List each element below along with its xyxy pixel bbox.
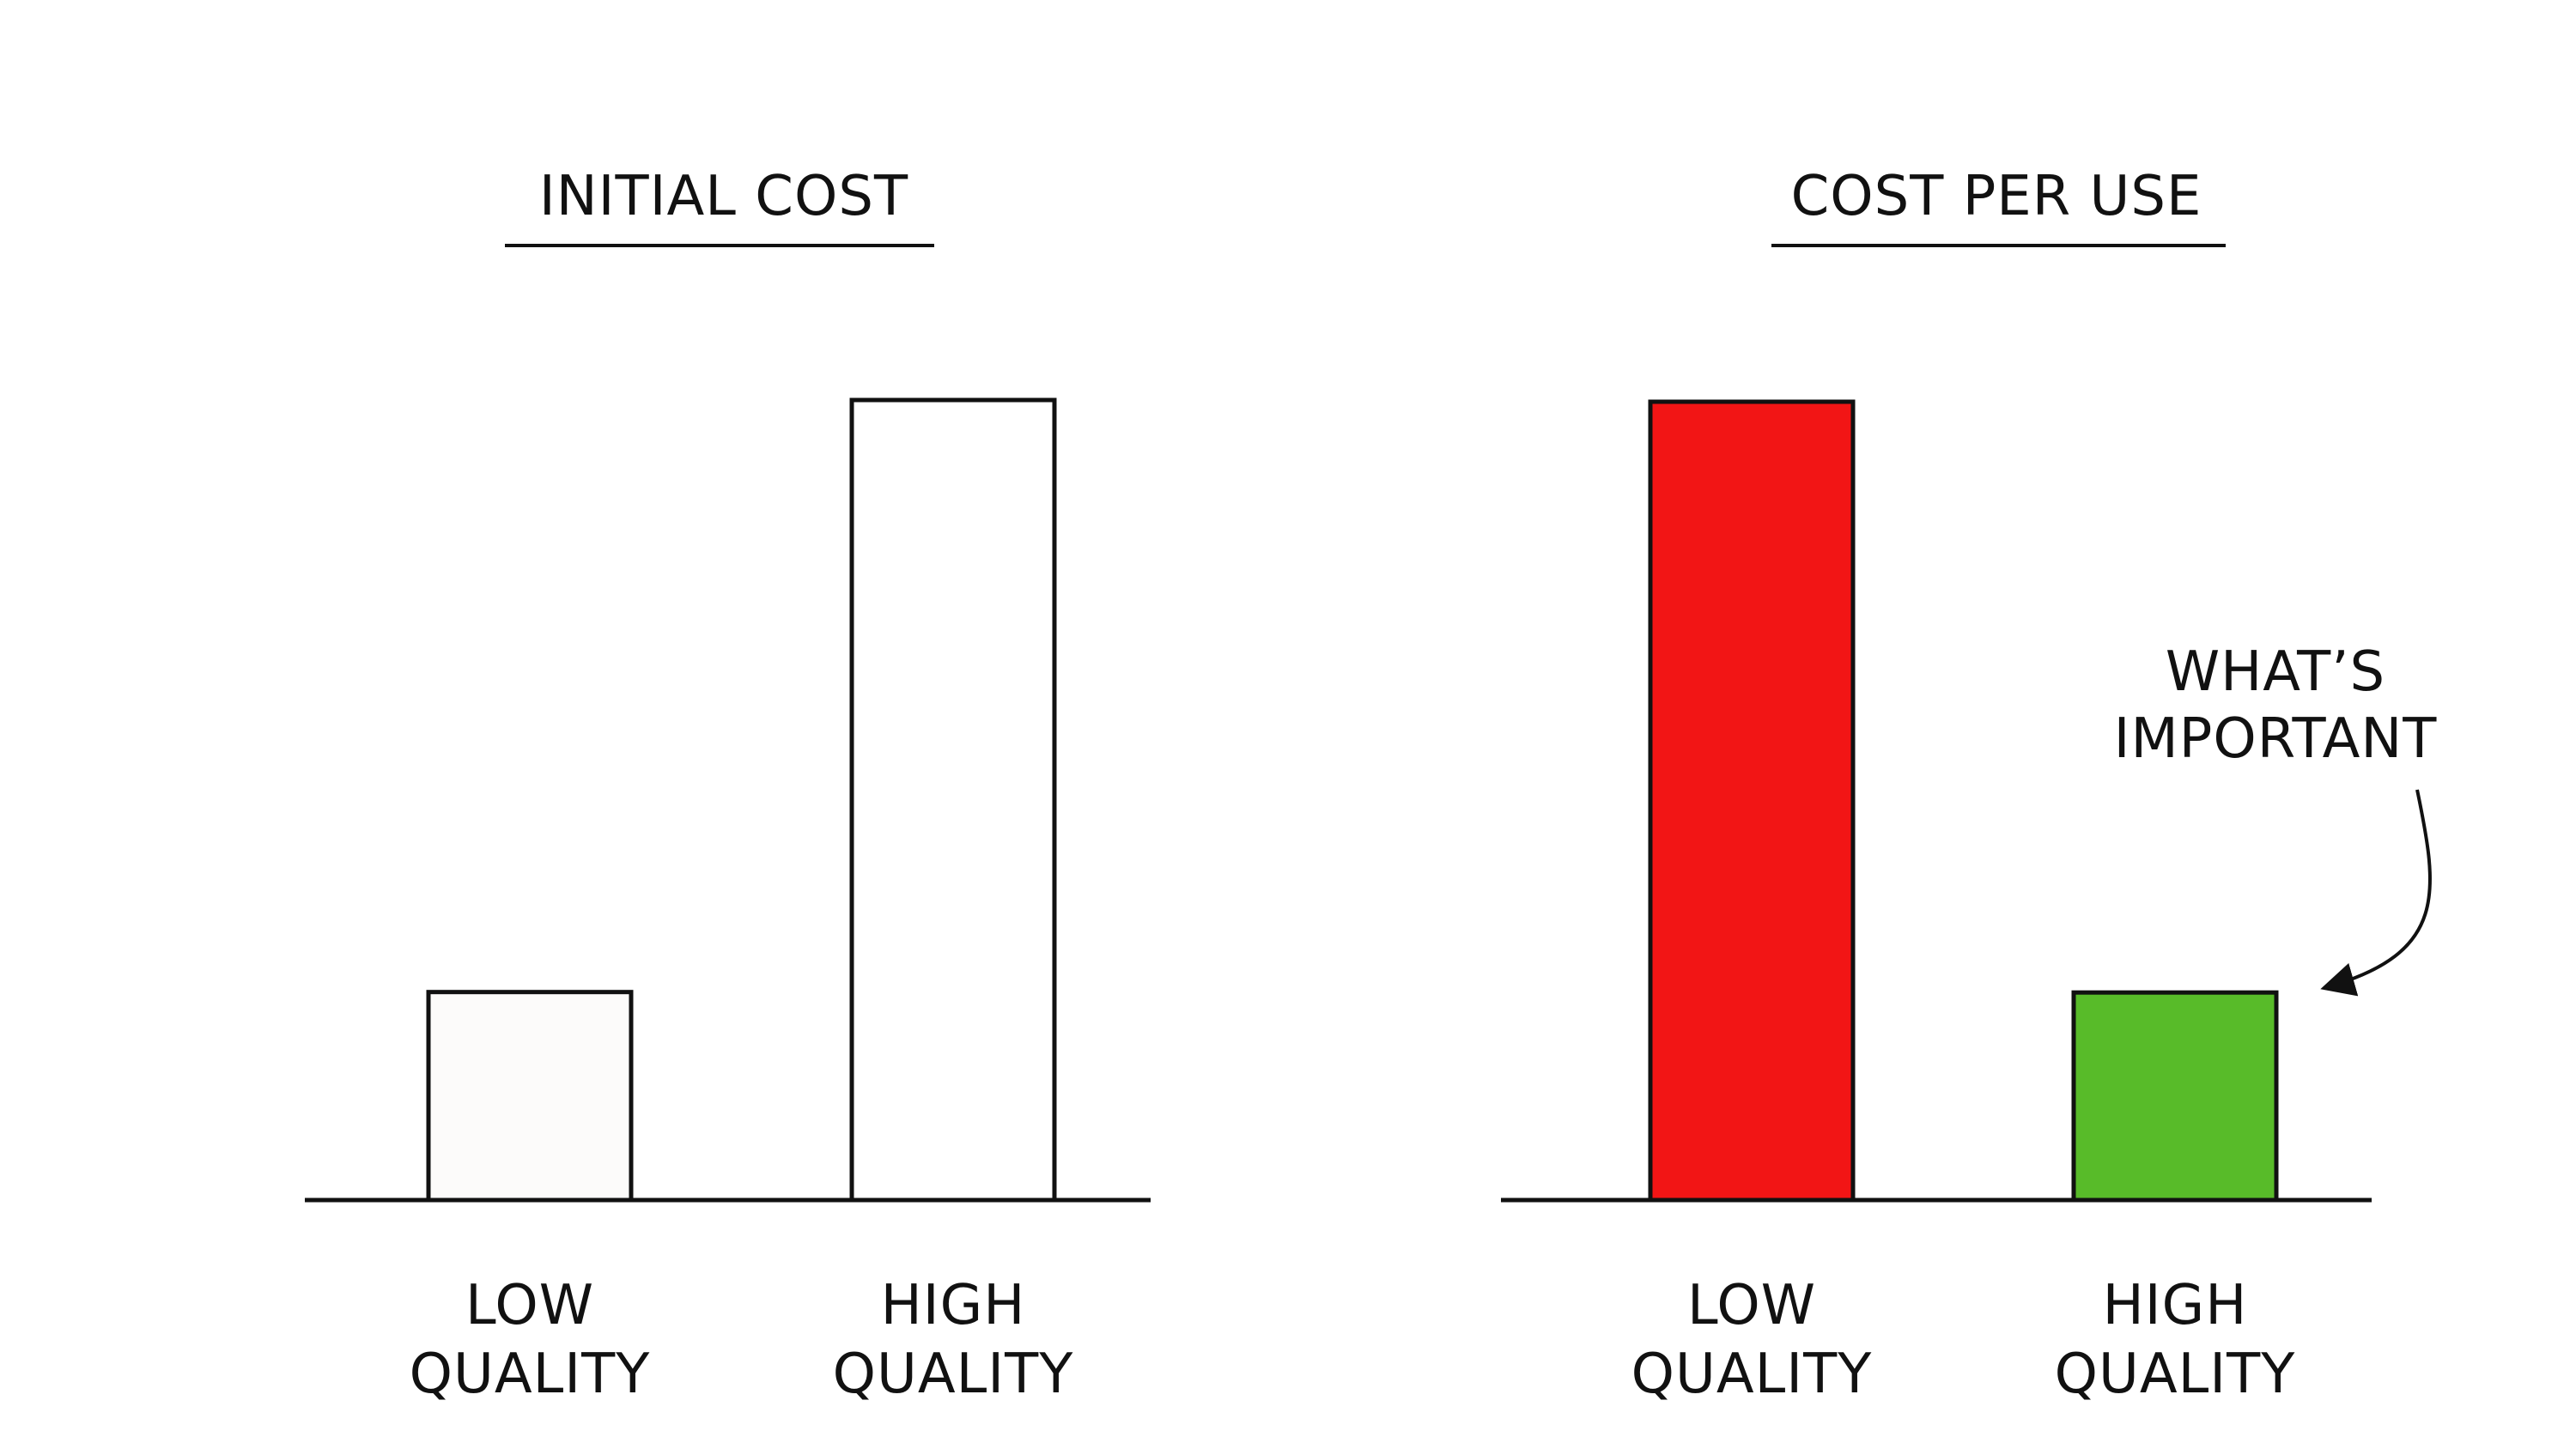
category-label-line: QUALITY [833,1343,1074,1406]
annotation: WHAT’S IMPORTANT [2114,640,2438,997]
bar-low-quality [426,990,634,1203]
bars [1648,399,2279,1203]
annotation-arrow [2320,789,2432,997]
bars [426,397,1057,1203]
category-label-line: HIGH [2103,1274,2248,1337]
bar-high-quality [849,397,1057,1203]
category-label-line: LOW [465,1274,594,1337]
bar-low-quality [1648,399,1856,1203]
category-label-line: HIGH [881,1274,1026,1337]
annotation-line-2: IMPORTANT [2114,707,2438,771]
chart-title: INITIAL COST [539,165,908,228]
category-label-line: QUALITY [2055,1343,2296,1406]
category-label-line: QUALITY [1631,1343,1873,1406]
chart-title: COST PER USE [1791,165,2202,228]
annotation-line-1: WHAT’S [2166,640,2385,704]
category-label-line: QUALITY [410,1343,651,1406]
category-label-line: LOW [1687,1274,1816,1337]
bar-high-quality [2071,990,2279,1203]
